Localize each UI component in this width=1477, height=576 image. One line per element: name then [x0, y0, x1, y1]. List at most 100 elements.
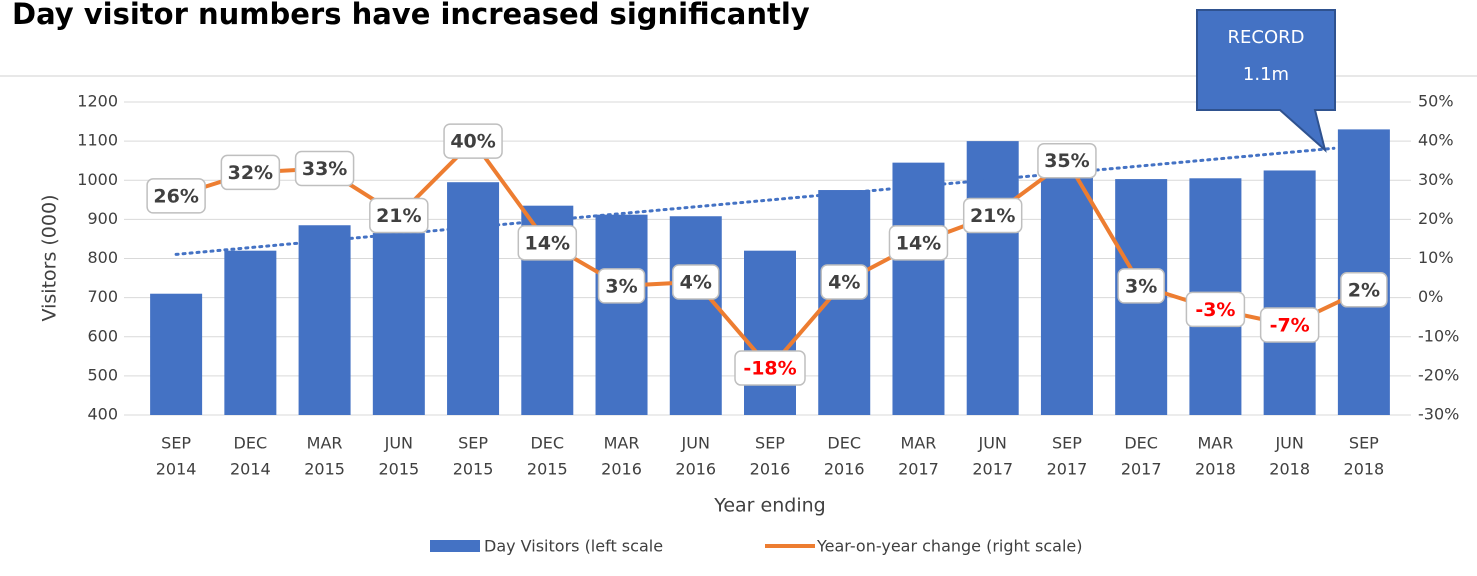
x-tick-label: SEP — [755, 434, 785, 453]
y-tick-label: 1200 — [77, 92, 118, 111]
x-tick-label: SEP — [1349, 434, 1379, 453]
data-label: 35% — [1044, 150, 1089, 172]
y2-tick-label: 50% — [1418, 92, 1454, 111]
x-tick-label: 2014 — [230, 460, 271, 479]
bar — [892, 162, 945, 415]
legend-swatch — [430, 540, 480, 552]
x-tick-label: JUN — [384, 434, 413, 453]
chart-title: Day visitor numbers have increased signi… — [12, 0, 810, 31]
y2-tick-label: -10% — [1418, 326, 1459, 345]
legend-label: Year-on-year change (right scale) — [816, 537, 1082, 556]
x-tick-label: 2015 — [378, 460, 419, 479]
data-label-box — [1037, 142, 1097, 179]
bar — [966, 141, 1019, 415]
bar — [224, 250, 277, 415]
x-tick-label: DEC — [530, 434, 564, 453]
y2-tick-label: -20% — [1418, 365, 1459, 384]
data-label-box — [220, 154, 281, 191]
x-axis-title: Year ending — [713, 495, 825, 517]
x-tick-label: 2017 — [972, 460, 1013, 479]
data-label: 4% — [680, 271, 712, 293]
legend-label: Day Visitors (left scale — [484, 537, 663, 556]
y-tick-label: 400 — [87, 405, 118, 424]
data-label-box — [1340, 272, 1388, 308]
y-tick-label: 700 — [87, 287, 118, 306]
x-tick-label: 2014 — [156, 460, 197, 479]
callout-text: 1.1m — [1243, 64, 1289, 85]
x-tick-label: 2015 — [304, 460, 345, 479]
x-tick-label: MAR — [901, 434, 937, 453]
bar — [669, 216, 722, 415]
x-tick-label: 2016 — [675, 460, 716, 479]
data-label-box — [517, 225, 578, 261]
data-label: 2% — [1348, 279, 1380, 301]
bar — [372, 233, 425, 415]
x-tick-label: DEC — [234, 434, 268, 453]
x-tick-label: 2017 — [1047, 460, 1088, 479]
bar — [447, 182, 500, 415]
x-tick-label: JUN — [978, 434, 1007, 453]
data-label: 26% — [153, 185, 198, 207]
bar — [150, 293, 203, 415]
trendline — [174, 146, 1336, 256]
bar — [1263, 170, 1316, 415]
bar — [298, 225, 351, 415]
data-label-box — [734, 350, 806, 386]
bar — [744, 250, 796, 415]
x-tick-label: 2016 — [750, 460, 791, 479]
x-tick-label: 2016 — [824, 460, 865, 479]
y-tick-label: 900 — [87, 209, 118, 228]
data-label: 3% — [1125, 275, 1157, 297]
x-tick-label: DEC — [827, 434, 861, 453]
data-label-box — [294, 150, 355, 187]
x-tick-label: 2018 — [1195, 460, 1236, 479]
x-tick-label: JUN — [1274, 434, 1303, 453]
x-tick-label: 2016 — [601, 460, 642, 479]
x-tick-label: 2018 — [1344, 460, 1385, 479]
data-label: 32% — [228, 162, 273, 184]
data-label-box — [1185, 291, 1246, 328]
data-label: 3% — [605, 275, 637, 297]
y2-tick-label: 0% — [1418, 287, 1443, 306]
data-label-box — [962, 197, 1023, 234]
y-tick-label: 1000 — [77, 170, 118, 189]
y-tick-label: 800 — [87, 248, 118, 267]
data-label-box — [1117, 268, 1165, 304]
data-label-box — [820, 264, 868, 300]
x-tick-label: MAR — [307, 434, 343, 453]
y2-tick-label: -30% — [1418, 405, 1459, 424]
data-label-box — [1259, 307, 1320, 343]
data-label: -3% — [1195, 299, 1235, 321]
data-label: 21% — [970, 205, 1015, 227]
data-label: 14% — [896, 232, 941, 254]
data-label: 14% — [525, 232, 570, 254]
x-tick-label: 2017 — [898, 460, 939, 479]
data-label-box — [369, 197, 429, 234]
bar — [1040, 176, 1093, 415]
data-label-box — [443, 123, 503, 159]
callout-text: RECORD — [1228, 27, 1305, 48]
x-tick-label: MAR — [604, 434, 640, 453]
y-tick-label: 1100 — [77, 131, 118, 150]
x-tick-label: JUN — [681, 434, 710, 453]
data-label-box — [888, 225, 949, 261]
y2-tick-label: 20% — [1418, 209, 1454, 228]
y2-tick-label: 30% — [1418, 170, 1454, 189]
data-label-box — [672, 264, 720, 300]
x-tick-label: MAR — [1197, 434, 1233, 453]
data-label: 4% — [828, 271, 860, 293]
callout — [1196, 9, 1336, 153]
data-label-box — [146, 178, 206, 214]
x-tick-label: 2015 — [453, 460, 494, 479]
y-tick-label: 600 — [87, 326, 118, 345]
x-tick-label: SEP — [1052, 434, 1082, 453]
data-label: 33% — [302, 158, 347, 180]
data-label: -7% — [1270, 315, 1310, 337]
x-tick-label: 2018 — [1269, 460, 1310, 479]
y-axis-title: Visitors (000) — [39, 195, 61, 322]
y-tick-label: 500 — [87, 365, 118, 384]
data-label: -18% — [743, 358, 796, 380]
data-label: 21% — [376, 205, 421, 227]
x-tick-label: DEC — [1124, 434, 1158, 453]
